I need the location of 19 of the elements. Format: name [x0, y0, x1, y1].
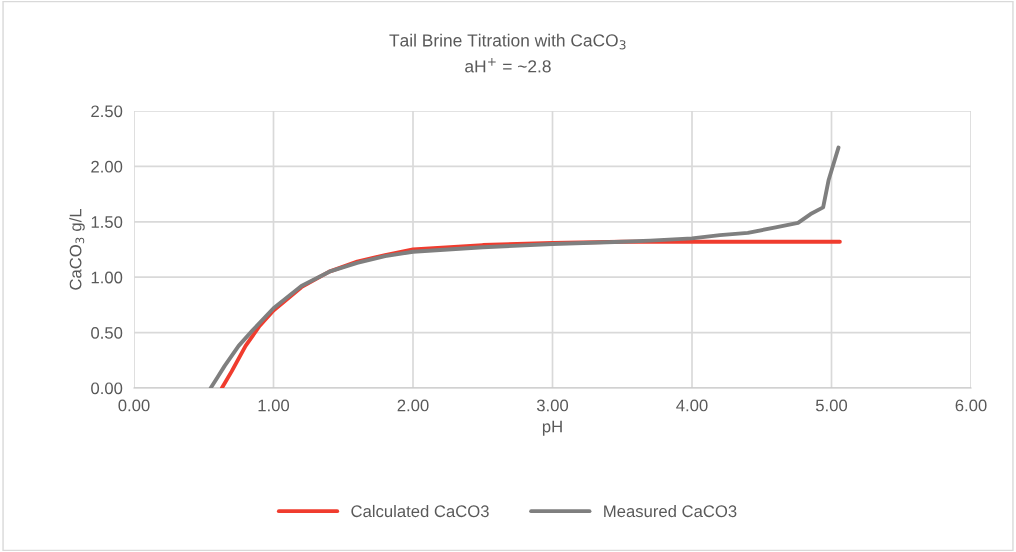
y-axis-title: CaCO$_{3}$ g/L [69, 208, 85, 290]
legend-label: Measured CaCO3 [604, 504, 737, 518]
x-tick-label: 0.00 [118, 399, 150, 412]
legend-label: Calculated CaCO3 [351, 504, 489, 518]
chart-title: Tail Brine Titration with CaCO$_{3}$ [389, 33, 626, 50]
y-tick-label: 0.50 [91, 327, 123, 339]
y-tick-label: 1.00 [91, 271, 123, 284]
x-tick-label: 3.00 [536, 399, 569, 412]
x-tick-label: 2.00 [397, 399, 429, 412]
y-tick-label: 1.50 [91, 216, 123, 228]
y-tick-label: 0.00 [91, 382, 123, 395]
x-tick-label: 5.00 [815, 399, 848, 412]
x-tick-label: 4.00 [676, 399, 708, 412]
x-tick-label: 6.00 [955, 399, 987, 412]
chart-subtitle: aH$^{+}$ = ~2.8 [465, 58, 551, 73]
y-tick-label: 2.50 [91, 105, 123, 118]
x-tick-label: 1.00 [258, 399, 290, 412]
x-axis-title: pH [542, 420, 562, 436]
y-tick-label: 2.00 [91, 160, 123, 173]
